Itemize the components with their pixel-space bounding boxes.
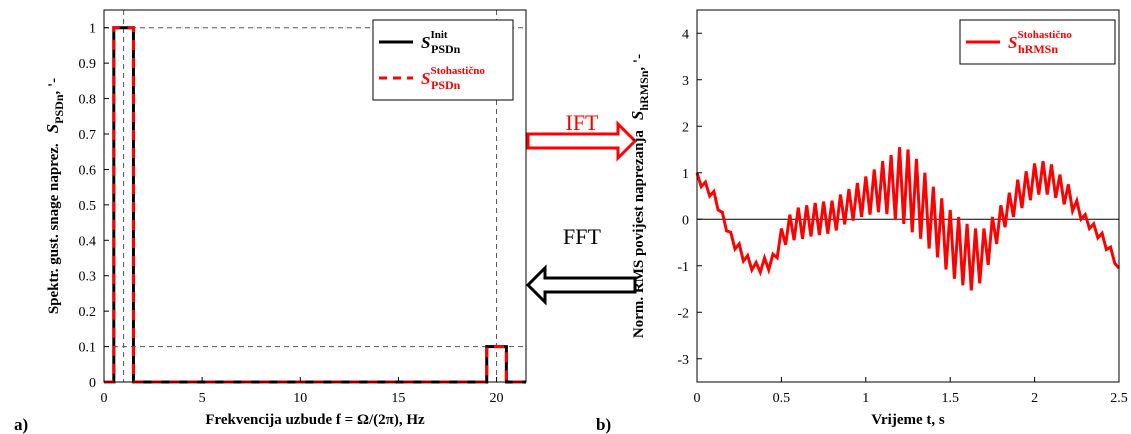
y-axis-symbol: S — [43, 124, 62, 133]
y-tick-label: 0.9 — [79, 57, 97, 72]
x-tick-label: 2.5 — [1110, 391, 1128, 406]
y-axis-subscript: hRMSn — [637, 70, 651, 110]
legend-label: SStohastično PSDn — [421, 65, 485, 92]
panel-label: a) — [14, 415, 28, 434]
legend-symbol: S — [421, 33, 430, 52]
ift-arrow — [526, 120, 638, 162]
y-tick-label: 0.3 — [79, 270, 97, 285]
y-tick-label: 0.4 — [79, 234, 97, 249]
x-tick-label: 5 — [199, 391, 206, 406]
x-tick-label: 10 — [293, 391, 307, 406]
y-tick-label: 1 — [89, 22, 96, 37]
y-tick-label: -3 — [677, 353, 689, 368]
y-tick-label: 0.7 — [79, 128, 97, 143]
y-tick-label: -2 — [677, 306, 689, 321]
series-line — [695, 147, 1121, 291]
y-tick-label: 4 — [682, 27, 689, 42]
y-tick-label: 0 — [89, 376, 96, 391]
plot-frame — [696, 9, 1120, 383]
x-tick-label: 0.5 — [773, 391, 791, 406]
legend-symbol: S — [421, 69, 430, 88]
y-tick-label: 0.2 — [79, 305, 97, 320]
legend-superscript: Stohastično — [1017, 29, 1072, 41]
fft-arrow — [525, 264, 637, 306]
legend-subscript: PSDn — [431, 78, 461, 92]
legend-superscript: Stohastično — [430, 65, 485, 77]
legend-subscript: PSDn — [431, 42, 461, 56]
x-tick-label: 0 — [101, 391, 108, 406]
y-axis-subscript: PSDn — [52, 94, 66, 124]
panel-label: b) — [596, 415, 611, 434]
y-tick-label: 0.6 — [79, 163, 97, 178]
ift-label: IFT — [566, 110, 600, 135]
y-axis-symbol: S — [628, 111, 647, 120]
series-line — [104, 26, 526, 384]
x-tick-label: 20 — [490, 391, 504, 406]
y-axis-label-text: Spektr. gust. snage naprez. — [46, 143, 62, 314]
legend-superscript: Init — [430, 29, 447, 41]
y-axis-label: Spektr. gust. snage naprez. SPSDn, '- — [43, 78, 66, 314]
y-axis-label-text: Norm. RMS povijest naprezanja — [631, 130, 647, 339]
plot-frame — [103, 9, 527, 383]
fft-label: FFT — [563, 224, 601, 249]
legend-symbol: S — [1008, 33, 1017, 52]
y-tick-label: 1 — [682, 167, 689, 182]
x-tick-label: 0 — [694, 391, 701, 406]
y-tick-label: -1 — [677, 260, 689, 275]
legend-subscript: hRMSn — [1018, 42, 1058, 56]
y-tick-label: 2 — [682, 120, 689, 135]
x-tick-label: 2 — [1031, 391, 1038, 406]
legend-label: SInit PSDn — [421, 29, 461, 56]
x-tick-label: 1 — [862, 391, 869, 406]
y-tick-label: 0.1 — [79, 341, 97, 356]
x-axis-label: Frekvencija uzbude f = Ω/(2π), Hz — [205, 412, 425, 428]
y-axis-label: Norm. RMS povijest naprezanja ShRMSn, '- — [628, 54, 651, 338]
y-tick-label: 3 — [682, 74, 689, 89]
legend-box — [372, 19, 514, 101]
y-tick-label: 0 — [682, 213, 689, 228]
x-tick-label: 15 — [391, 391, 405, 406]
y-axis-unit: , '- — [631, 54, 647, 71]
y-tick-label: 0.5 — [79, 199, 97, 214]
x-axis-label: Vrijeme t, s — [871, 412, 945, 428]
y-axis-unit: , '- — [46, 78, 62, 95]
x-tick-label: 1.5 — [941, 391, 959, 406]
y-tick-label: 0.8 — [79, 93, 97, 108]
legend-label: SStohastično hRMSn — [1008, 29, 1072, 56]
